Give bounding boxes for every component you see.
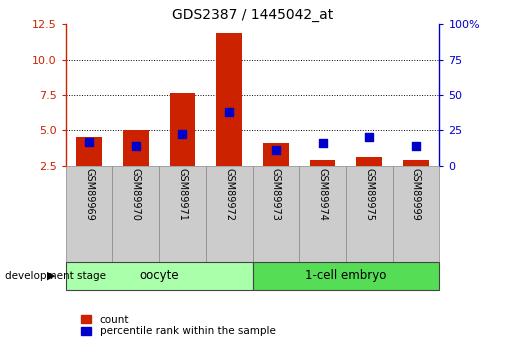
Bar [403,160,429,166]
Title: GDS2387 / 1445042_at: GDS2387 / 1445042_at [172,8,333,22]
Bar [159,166,206,262]
Text: GSM89973: GSM89973 [271,168,281,221]
Bar [263,143,289,166]
Text: GSM89975: GSM89975 [364,168,374,221]
Point [225,109,233,115]
Bar [310,160,335,166]
Text: GSM89974: GSM89974 [318,168,328,221]
Text: GSM89972: GSM89972 [224,168,234,221]
Legend: count, percentile rank within the sample: count, percentile rank within the sample [81,315,276,336]
Bar [66,262,252,290]
Text: GSM89970: GSM89970 [131,168,141,221]
Point [132,143,140,149]
Bar [206,166,252,262]
Bar [113,166,159,262]
Text: GSM89969: GSM89969 [84,168,94,221]
Text: development stage: development stage [5,271,106,281]
Bar [357,157,382,166]
Bar [346,166,393,262]
Point [178,132,186,137]
Bar [299,166,346,262]
Bar [252,262,439,290]
Bar [393,166,439,262]
Point [272,147,280,153]
Text: 1-cell embryo: 1-cell embryo [305,269,387,283]
Bar [76,137,102,166]
Text: GSM89999: GSM89999 [411,168,421,221]
Point [85,139,93,144]
Bar [170,93,195,166]
Text: GSM89971: GSM89971 [177,168,187,221]
Point [412,143,420,149]
Bar [216,33,242,166]
Point [365,135,373,140]
Bar [66,166,113,262]
Bar [252,166,299,262]
Text: oocyte: oocyte [139,269,179,283]
Point [319,140,327,146]
Text: ▶: ▶ [47,271,56,281]
Bar [123,130,148,166]
